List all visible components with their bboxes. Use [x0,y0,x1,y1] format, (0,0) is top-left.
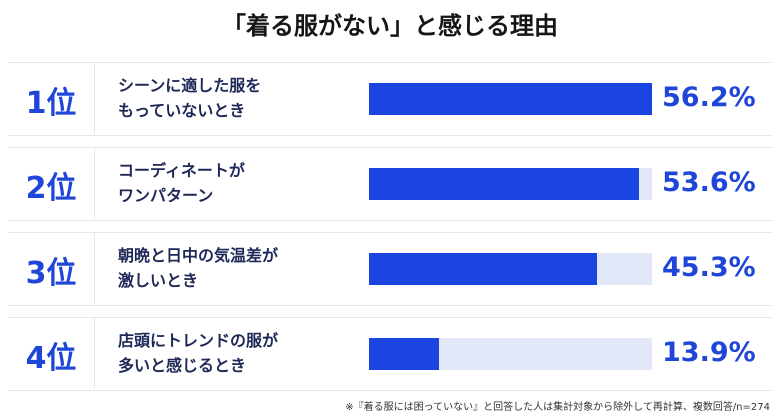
value-label: 45.3% [662,252,756,283]
bar [369,83,652,115]
value-label: 53.6% [662,167,756,198]
rank-label: 2位 [25,171,77,206]
rank-cell [8,317,95,389]
bar [369,168,639,200]
bar [369,338,439,370]
rank-cell [8,147,95,219]
rank-cell [8,62,95,134]
bar [369,253,598,285]
rank-label: 4位 [25,341,77,376]
category-label: シーンに適した服を もっていないとき [118,76,262,120]
rank-label: 3位 [25,256,77,291]
footnote: ※『着る服には困っていない』と回答した人は集計対象から除外して再計算、複数回答/… [345,402,770,413]
rank-label: 1位 [25,86,77,121]
category-label: 店頭にトレンドの服が 多いと感じるとき [118,331,279,375]
value-label: 56.2% [662,82,756,113]
category-label: コーディネートが ワンパターン [118,161,245,205]
category-label: 朝晩と日中の気温差が 激しいとき [118,246,279,290]
value-label: 13.9% [662,337,756,368]
rank-cell [8,232,95,304]
chart-title: 「着る服がない」と感じる理由 [222,12,558,40]
